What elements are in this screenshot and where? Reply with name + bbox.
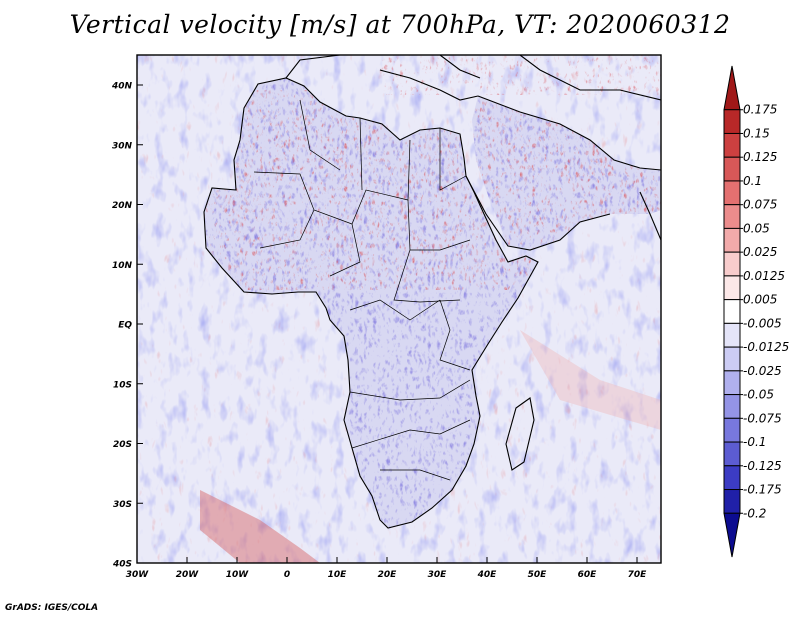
colorbar-swatch: [723, 322, 741, 348]
lat-label: 20S: [113, 440, 132, 450]
lat-label: 20N: [112, 201, 133, 211]
lat-label: 40N: [111, 82, 133, 92]
colorbar-label: 0.025: [743, 245, 777, 259]
colorbar-label: 0.05: [743, 221, 770, 235]
colorbar-label: -0.005: [743, 316, 782, 330]
colorbar-swatch: [723, 156, 741, 182]
lon-label: 50E: [528, 570, 548, 580]
lat-label: 40S: [112, 560, 132, 570]
colorbar-swatch: [723, 180, 741, 206]
lon-label: 40E: [477, 570, 498, 580]
colorbar-label: -0.2: [743, 506, 766, 520]
colorbar-label: 0.075: [743, 198, 777, 212]
colorbar-label: 0.175: [743, 103, 777, 117]
plot-frame: [136, 54, 662, 564]
colorbar-label: 0.1: [743, 174, 762, 188]
colorbar-label: 0.15: [743, 126, 770, 140]
lon-label: 70E: [628, 570, 648, 580]
colorbar: 0.175 0.15 0.125 0.1 0.075 0.05 0.025 0.0125 0.0…: [723, 65, 789, 558]
colorbar-swatch: [723, 109, 741, 134]
coastlines: [203, 55, 661, 529]
colorbar-label: -0.125: [743, 459, 782, 473]
map-title: Vertical velocity [m/s] at 700hPa, VT: 2…: [69, 10, 731, 39]
colorbar-swatch: [723, 489, 741, 514]
colorbar-label: -0.175: [743, 483, 782, 497]
colorbar-label: -0.1: [743, 435, 766, 449]
colorbar-label: -0.075: [743, 411, 782, 425]
lon-label: 20W: [176, 570, 200, 580]
colorbar-swatch: [723, 370, 741, 396]
lat-label: 30S: [113, 500, 132, 510]
colorbar-swatch: [723, 275, 741, 301]
colorbar-swatch: [723, 299, 741, 324]
longitude-axis: 30W 20W 10W 0 10E 20E 30E 40E 50E 60E 70E: [126, 557, 647, 580]
lat-label: 10S: [113, 380, 132, 390]
lon-label: 0: [284, 570, 290, 580]
colorbar-swatch: [723, 251, 741, 277]
colorbar-swatch: [723, 394, 741, 419]
colorbar-swatch: [723, 417, 741, 443]
lon-label: 30E: [428, 570, 448, 580]
lat-label: EQ: [118, 321, 132, 331]
colorbar-swatch: [723, 346, 741, 372]
credit-label: GrADS: IGES/COLA: [5, 603, 99, 613]
lon-label: 10W: [226, 570, 250, 580]
colorbar-swatch: [723, 65, 741, 111]
colorbar-label: 0.005: [743, 293, 777, 307]
colorbar-swatch: [723, 512, 741, 558]
colorbar-label: -0.0125: [743, 340, 789, 354]
colorbar-swatch: [723, 132, 741, 158]
lat-label: 10N: [112, 261, 133, 271]
latitude-axis: 40N 30N 20N 10N EQ 10S 20S 30S 40S: [111, 82, 143, 570]
colorbar-label: -0.05: [743, 388, 774, 402]
plot-area: [137, 55, 661, 563]
borders: [253, 99, 471, 481]
colorbar-label: 0.0125: [743, 269, 785, 283]
colorbar-label: -0.025: [743, 364, 782, 378]
colorbar-swatch: [723, 465, 741, 491]
colorbar-label: 0.125: [743, 150, 777, 164]
lat-label: 30N: [112, 141, 133, 151]
lon-label: 60E: [578, 570, 598, 580]
colorbar-swatch: [723, 441, 741, 467]
lon-label: 10E: [328, 570, 348, 580]
lon-label: 20E: [378, 570, 398, 580]
colorbar-swatch: [723, 227, 741, 253]
colorbar-swatch: [723, 204, 741, 229]
lon-label: 30W: [126, 570, 150, 580]
